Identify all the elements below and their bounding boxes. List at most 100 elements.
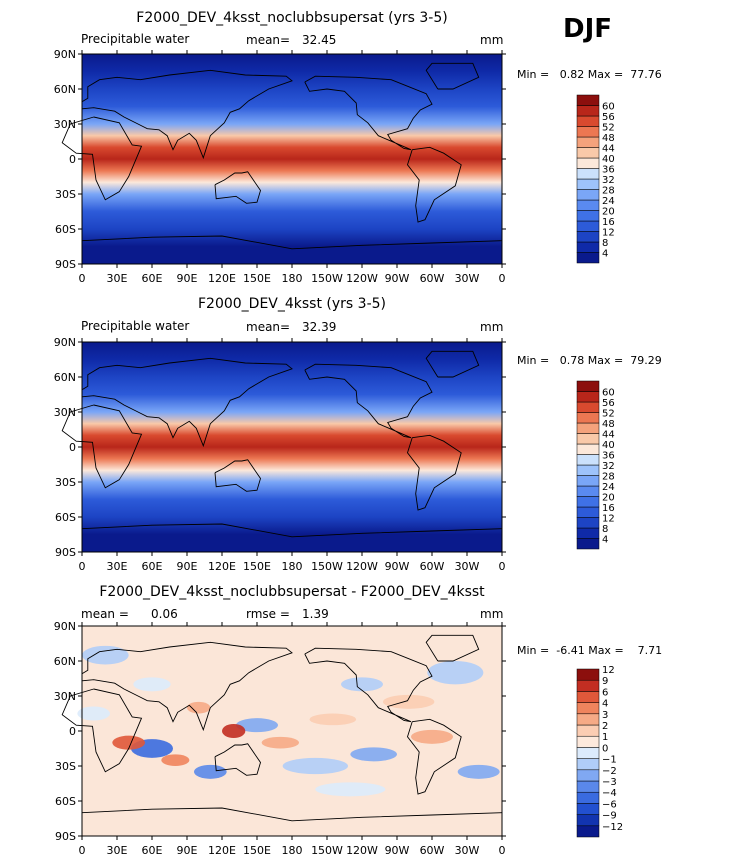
x-tick-label: 180 xyxy=(282,560,303,573)
x-tick-label: 30W xyxy=(455,844,480,857)
colorbar-box xyxy=(576,691,600,703)
x-tick-label: 150E xyxy=(243,272,271,285)
map-field xyxy=(82,342,502,552)
anomaly-patch xyxy=(187,701,211,714)
colorbar-box xyxy=(576,433,600,445)
colorbar-box xyxy=(576,401,600,413)
min-label: Min = xyxy=(517,68,550,81)
y-tick-label: 30N xyxy=(54,690,76,703)
x-tick-label: 120W xyxy=(346,844,378,857)
mean-label: mean= xyxy=(246,33,291,47)
colorbar-box xyxy=(576,747,600,759)
colorbar-tick-label: 8 xyxy=(602,238,608,249)
colorbar-tick-label: 8 xyxy=(602,524,608,535)
colorbar-tick-label: 9 xyxy=(602,676,608,687)
colorbar-box xyxy=(576,791,600,804)
min-value: 0.82 xyxy=(559,68,585,81)
colorbar-tick-label: −12 xyxy=(602,822,623,833)
variable-label: Precipitable water xyxy=(81,32,190,46)
colorbar-box xyxy=(576,496,600,508)
colorbar-box xyxy=(576,241,600,253)
mean-value: 0.06 xyxy=(151,607,178,621)
y-tick-label: 30S xyxy=(55,476,76,489)
colorbar-box xyxy=(576,199,600,211)
coastline xyxy=(304,363,433,439)
colorbar-tick-label: 56 xyxy=(602,112,615,123)
coastline xyxy=(214,459,261,492)
x-tick-label: 150W xyxy=(311,844,343,857)
x-tick-label: 150W xyxy=(311,560,343,573)
max-label: Max = xyxy=(588,644,624,657)
colorbar-tick-label: 12 xyxy=(602,514,615,525)
x-tick-label: 60E xyxy=(142,560,163,573)
colorbar-box xyxy=(576,517,600,529)
y-tick-label: 30N xyxy=(54,118,76,131)
colorbar-box xyxy=(576,147,600,159)
colorbar-tick-label: 48 xyxy=(602,133,615,144)
x-tick-label: 30W xyxy=(455,560,480,573)
colorbar-box xyxy=(576,391,600,403)
anomaly-patch xyxy=(161,754,190,766)
coastline xyxy=(425,350,480,378)
colorbar-tick-label: −9 xyxy=(602,811,617,822)
coastline xyxy=(61,688,143,773)
colorbar-box xyxy=(576,758,600,771)
coastline xyxy=(425,634,480,662)
x-tick-label: 90E xyxy=(177,844,198,857)
anomaly-patch xyxy=(282,757,348,775)
anomaly-patch xyxy=(194,764,227,779)
colorbar-tick-label: 4 xyxy=(602,249,608,260)
mean-value: 32.45 xyxy=(302,33,337,47)
colorbar-box xyxy=(576,464,600,476)
coastline xyxy=(407,718,462,795)
coastline xyxy=(304,647,433,723)
y-tick-label: 60S xyxy=(55,511,76,524)
colorbar-tick-label: 24 xyxy=(602,482,615,493)
mean-value: 32.39 xyxy=(302,320,337,334)
colorbar-tick-label: 4 xyxy=(602,699,608,710)
y-tick-label: 0 xyxy=(69,153,76,166)
coastline xyxy=(81,69,293,160)
season-label: DJF xyxy=(563,14,613,44)
panel-title: F2000_DEV_4ksst_noclubbsupersat (yrs 3-5… xyxy=(136,10,448,26)
colorbar-box xyxy=(576,780,600,793)
map-panel-difference: F2000_DEV_4ksst_noclubbsupersat - F2000_… xyxy=(0,580,733,866)
colorbar-box xyxy=(576,105,600,117)
min-max-readout: Min = 0.82 Max = 77.76 xyxy=(517,68,662,81)
colorbar-box xyxy=(576,422,600,434)
colorbar-box xyxy=(576,814,600,827)
anomaly-patch xyxy=(457,764,500,779)
coastline xyxy=(81,807,503,822)
anomaly-patch xyxy=(82,645,129,665)
anomaly-patch xyxy=(350,747,397,762)
min-max-readout: Min = 0.78 Max = 79.29 xyxy=(517,354,662,367)
x-tick-label: 0 xyxy=(79,560,86,573)
x-tick-label: 30E xyxy=(107,560,128,573)
rmse-value: 1.39 xyxy=(302,607,329,621)
x-tick-label: 150E xyxy=(243,844,271,857)
coastline xyxy=(407,146,462,223)
y-tick-label: 60N xyxy=(54,83,76,96)
x-tick-label: 0 xyxy=(499,560,506,573)
colorbar-tick-label: 40 xyxy=(602,440,615,451)
colorbar-tick-label: 6 xyxy=(602,687,608,698)
colorbar-box xyxy=(576,210,600,222)
x-tick-label: 30E xyxy=(107,272,128,285)
colorbar-tick-label: 44 xyxy=(602,430,615,441)
anomaly-patch xyxy=(133,677,171,692)
panel-title: F2000_DEV_4ksst (yrs 3-5) xyxy=(197,296,386,312)
anomaly-patch xyxy=(411,729,453,744)
min-label: Min = xyxy=(517,354,550,367)
y-tick-label: 90N xyxy=(54,48,76,61)
max-value: 7.71 xyxy=(637,644,663,657)
colorbar-tick-label: 2 xyxy=(602,721,608,732)
min-max-readout: Min = -6.41 Max = 7.71 xyxy=(517,644,662,657)
x-tick-label: 120E xyxy=(208,560,236,573)
colorbar-tick-label: 4 xyxy=(602,535,608,546)
coastline xyxy=(81,523,503,538)
mean-label: mean = xyxy=(81,607,129,621)
y-tick-label: 90S xyxy=(55,546,76,559)
